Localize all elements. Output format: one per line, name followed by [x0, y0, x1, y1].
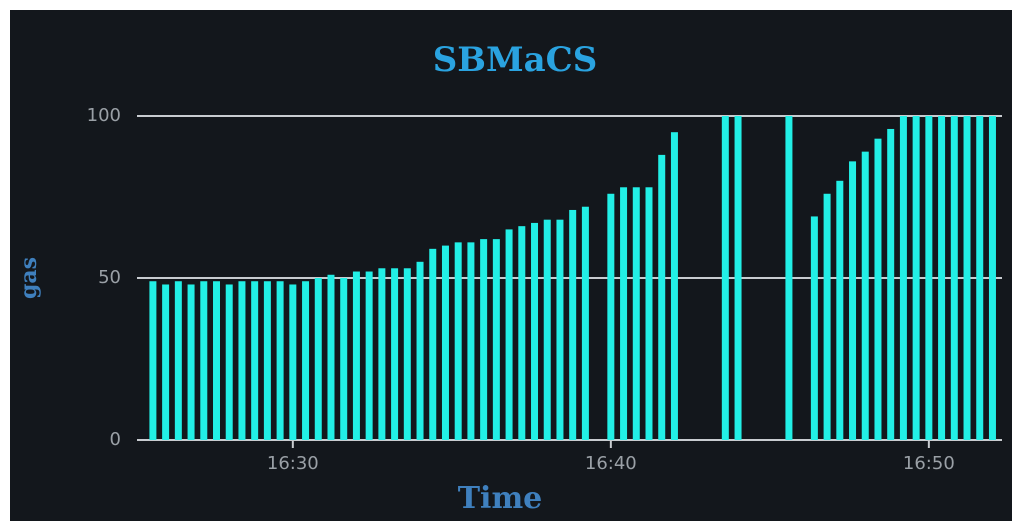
- bar: [492, 239, 500, 440]
- bar: [200, 281, 208, 440]
- bar: [569, 209, 577, 440]
- x-tick-label: 16:30: [267, 453, 319, 474]
- bar: [670, 132, 678, 440]
- x-tick-label: 16:50: [903, 453, 955, 474]
- bar: [607, 193, 615, 440]
- bar: [149, 281, 157, 440]
- bar: [963, 116, 971, 440]
- bar: [391, 268, 399, 440]
- bar: [314, 278, 322, 440]
- bar: [340, 278, 348, 440]
- bar: [505, 229, 513, 440]
- bar: [251, 281, 259, 440]
- bar: [836, 180, 844, 441]
- bar: [721, 116, 729, 440]
- chart-title: SBMaCS: [433, 40, 598, 80]
- bar: [658, 154, 666, 440]
- bar: [276, 281, 284, 440]
- bar: [454, 242, 462, 440]
- bar: [302, 281, 310, 440]
- bar: [938, 116, 946, 440]
- bar: [174, 281, 182, 440]
- bar: [518, 226, 526, 440]
- bar: [988, 116, 996, 440]
- bar: [441, 245, 449, 440]
- bar: [874, 138, 882, 440]
- bar: [187, 284, 195, 440]
- bar: [887, 128, 895, 440]
- y-tick-label: 50: [98, 267, 121, 288]
- bar: [543, 219, 551, 440]
- y-tick-label: 100: [87, 105, 121, 126]
- x-axis-label: Time: [458, 481, 543, 516]
- y-axis-label: gas: [16, 257, 42, 299]
- bar: [327, 274, 335, 440]
- bar: [378, 268, 386, 440]
- bar: [632, 187, 640, 440]
- bar: [531, 222, 539, 440]
- y-tick-label: 0: [110, 429, 121, 450]
- bar: [467, 242, 475, 440]
- bar: [416, 261, 424, 440]
- bar: [162, 284, 170, 440]
- bar: [785, 116, 793, 440]
- bar: [213, 281, 221, 440]
- bar: [645, 187, 653, 440]
- bar: [225, 284, 233, 440]
- bar: [263, 281, 271, 440]
- bar: [289, 284, 297, 440]
- bar: [976, 116, 984, 440]
- bar: [861, 151, 869, 440]
- bar: [810, 216, 818, 440]
- bar: [912, 116, 920, 440]
- bar: [403, 268, 411, 440]
- bar: [365, 271, 373, 440]
- bar: [238, 281, 246, 440]
- bar: [581, 206, 589, 440]
- bar: [925, 116, 933, 440]
- x-tick-label: 16:40: [585, 453, 637, 474]
- bar: [556, 219, 564, 440]
- bar: [352, 271, 360, 440]
- bar: [480, 239, 488, 440]
- bar: [734, 116, 742, 440]
- bar: [429, 248, 437, 440]
- bar: [620, 187, 628, 440]
- bar: [950, 116, 958, 440]
- bar: [823, 193, 831, 440]
- bar: [899, 116, 907, 440]
- bar: [849, 161, 857, 441]
